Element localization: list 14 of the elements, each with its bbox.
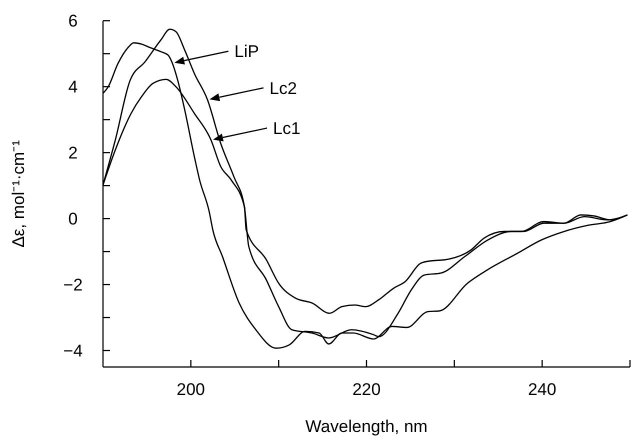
- legend-label: LiP: [234, 42, 259, 62]
- legend-label: Lc2: [270, 78, 297, 98]
- y-tick-label: −4: [63, 341, 83, 360]
- x-axis-title: Wavelength, nm: [305, 417, 428, 436]
- x-tick-label: 240: [528, 380, 556, 399]
- x-tick-label: 220: [352, 380, 381, 399]
- x-tick-label: 200: [176, 380, 206, 399]
- y-tick-label: 2: [68, 144, 78, 163]
- y-tick-label: 0: [68, 210, 78, 229]
- y-tick-label: 4: [68, 78, 78, 97]
- y-tick-label: 6: [68, 12, 78, 31]
- legend-label: Lc1: [273, 119, 300, 138]
- y-axis-title: Δε, mol⁻¹·cm⁻¹: [9, 140, 28, 248]
- y-tick-label: −2: [63, 276, 83, 294]
